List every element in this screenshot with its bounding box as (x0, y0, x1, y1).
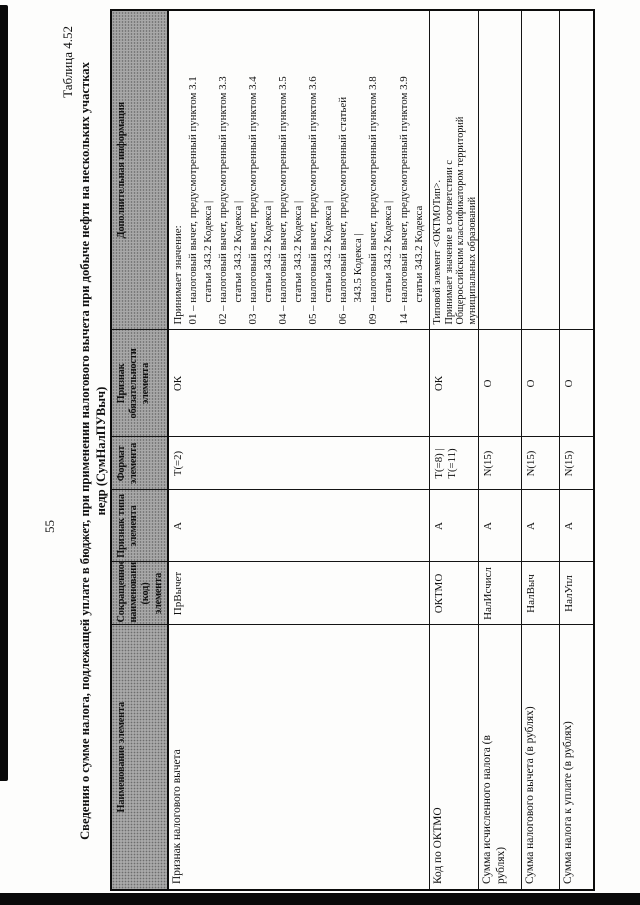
info-line: статьи 343.2 Кодекса | (382, 200, 395, 303)
info-line: 343.5 Кодекса | (352, 233, 365, 303)
info-line: Типовой элемент <ОКТМОТип>. (432, 179, 444, 325)
document-title-line1: Сведения о сумме налога, подлежащей упла… (78, 62, 92, 840)
info-line: 14 – налоговый вычет, предусмотренный пу… (397, 76, 410, 325)
info-line: 06 – налоговый вычет, предусмотренный ст… (337, 96, 350, 325)
info-line: статьи 343.2 Кодекса | (232, 200, 244, 303)
cell-element-code: ОКТМО (429, 562, 479, 625)
table-row: Сумма налога к уплате (в рублях) НалУпл А N… (559, 10, 595, 890)
cell-element-format: Т(=8) | Т(=11) (429, 437, 479, 490)
cell-element-name: Сумма налогового вычета (в рублях) (521, 625, 560, 890)
document-title: Сведения о сумме налога, подлежащей упла… (78, 11, 109, 891)
cell-additional-info (559, 10, 595, 330)
info-line: статьи 343.2 Кодекса | (322, 200, 335, 303)
info-line: статьи 343.2 Кодекса | (201, 200, 214, 303)
column-header: Формат элемента (111, 437, 168, 490)
info-line: 02 – налоговый вычет, предусмотренный пу… (216, 76, 229, 325)
cell-element-name: Признак налогового вычета (167, 625, 430, 890)
cell-element-mandatory: ОК (167, 330, 430, 437)
format-line: N(15) (562, 450, 575, 477)
cell-additional-info: Типовой элемент <ОКТМОТип>. Принимает зна… (429, 10, 479, 330)
info-line: статьи 343.2 Кодекса | (292, 200, 305, 303)
table-caption-number: Таблица 4.52 (60, 26, 75, 98)
cell-element-type: А (167, 490, 430, 562)
table-row: Сумма исчисленного налога (в рублях) НалИ… (478, 10, 522, 890)
table-row: Сумма налогового вычета (в рублях) НалВыч… (521, 10, 560, 890)
info-line: 01 – налоговый вычет, предусмотренный пу… (186, 76, 199, 325)
cell-element-mandatory: О (521, 330, 560, 437)
scan-edge-artifact-top (0, 5, 8, 781)
cell-additional-info: Принимает значение: 01 – налоговый вычет,… (167, 10, 430, 330)
format-line: N(15) (524, 450, 537, 477)
info-line: Принимает значение: (171, 225, 184, 325)
column-header: Сокращенное наименование (код) элемента (111, 562, 168, 625)
cell-element-format: Т(=2) (167, 437, 430, 490)
column-header: Признак типа элемента (111, 490, 168, 562)
info-line: 04 – налоговый вычет, предусмотренный пу… (277, 76, 290, 325)
column-header: Дополнительная информация (111, 10, 168, 330)
column-header: Наименование элемента (111, 625, 168, 890)
format-line: Т(=11) (445, 448, 458, 479)
cell-element-code: НалИсчисл (478, 562, 522, 625)
info-line: статьи 343.2 Кодекса | (262, 200, 275, 303)
cell-element-format: N(15) (559, 437, 595, 490)
document-title-line2: недр (СумНалПУВыч) (93, 386, 108, 516)
page-number: 55 (42, 520, 57, 533)
format-line: Т(=8) | (433, 448, 446, 479)
cell-element-type: А (521, 490, 560, 562)
cell-element-type: А (429, 490, 479, 562)
table-row: Признак налогового вычета ПрВычет А Т(=2) ОК… (167, 10, 430, 890)
format-line: Т(=2) (171, 450, 184, 477)
cell-element-mandatory: ОК (429, 330, 479, 437)
info-line: 09 – налоговый вычет, предусмотренный пу… (367, 76, 380, 325)
cell-element-code: ПрВычет (167, 562, 430, 625)
cell-element-code: НалУпл (559, 562, 595, 625)
table-row: Код по ОКТМО ОКТМО А Т(=8) | Т(=11) ОК Типовой… (429, 10, 479, 890)
info-line: 03 – налоговый вычет, предусмотренный пу… (247, 76, 260, 325)
cell-element-name: Сумма налога к уплате (в рублях) (559, 625, 595, 890)
info-line: Принимает значение в соответствии с (443, 160, 455, 325)
cell-additional-info (478, 10, 522, 330)
element-spec-table: Наименование элемента Сокращенное наимено… (110, 9, 596, 891)
cell-element-mandatory: О (478, 330, 522, 437)
column-header: Признак обязательности элемента (111, 330, 168, 437)
cell-element-format: N(15) (521, 437, 560, 490)
cell-element-format: N(15) (478, 437, 522, 490)
cell-additional-info (521, 10, 560, 330)
info-line: 05 – налоговый вычет, предусмотренный пу… (307, 76, 320, 325)
scan-edge-artifact-left (0, 893, 640, 905)
cell-element-code: НалВыч (521, 562, 560, 625)
cell-element-name: Сумма исчисленного налога (в рублях) (478, 625, 522, 890)
info-line: статьи 343.2 Кодекса (412, 205, 425, 303)
table-header-row: Наименование элемента Сокращенное наимено… (111, 10, 168, 890)
info-line: Общероссийским классификатором территори… (455, 116, 467, 325)
cell-element-mandatory: О (559, 330, 595, 437)
cell-element-type: А (559, 490, 595, 562)
info-line: муниципальных образований (466, 196, 478, 325)
format-line: N(15) (481, 450, 494, 477)
cell-element-type: А (478, 490, 522, 562)
cell-element-name: Код по ОКТМО (429, 625, 479, 890)
